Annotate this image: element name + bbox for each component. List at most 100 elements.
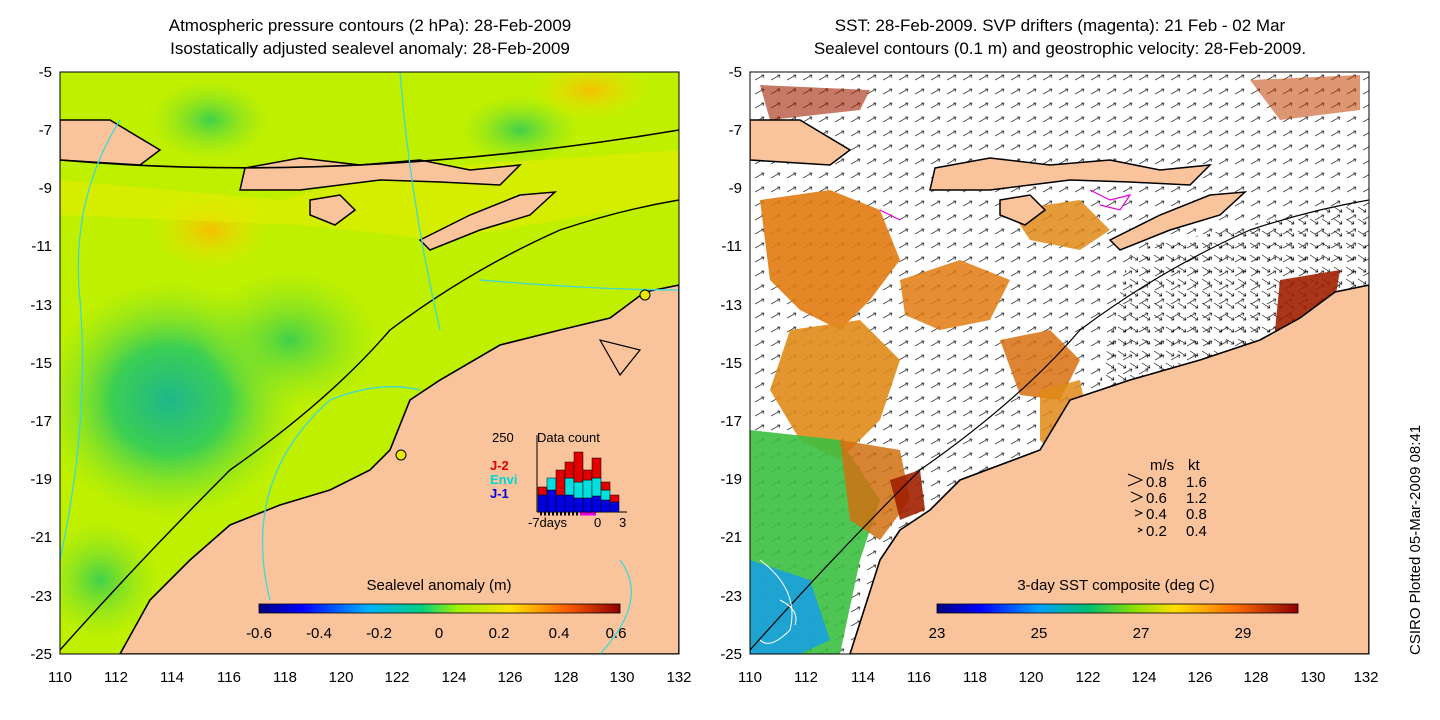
right-title-line1: SST: 28-Feb-2009. SVP drifters (magenta)… [834, 16, 1286, 35]
right-y-tick: -7 [729, 122, 742, 139]
left-y-tick: -17 [30, 413, 52, 430]
sla-colorbar-tick: -0.2 [366, 625, 392, 642]
right-y-tick: -25 [720, 646, 742, 663]
left-y-tick: -15 [30, 355, 52, 372]
right-y-tick: -21 [720, 529, 742, 546]
data-count-xtick: 0 [594, 515, 601, 530]
left-x-tick: 132 [666, 669, 691, 686]
left-title: Atmospheric pressure contours (2 hPa): 2… [60, 14, 680, 60]
left-y-tick: -11 [31, 238, 52, 255]
credit-text: CSIRO Plotted 05-Mar-2009 08:41 [1407, 425, 1424, 655]
sst-warm-patch-7 [840, 440, 910, 540]
sealevel-contours [759, 559, 797, 644]
bar [555, 494, 566, 513]
velocity-legend-ms: 0.2 [1146, 523, 1167, 540]
data-count-xtick: -7days [528, 515, 568, 530]
sla-high-patch-2 [530, 72, 650, 120]
legend-j1: J-1 [490, 486, 509, 501]
timor-island-right [1108, 191, 1248, 251]
sst-colorbar-tick: 29 [1235, 625, 1252, 642]
shelf-break-contour-right [750, 199, 1369, 651]
legend-j2: J-2 [490, 458, 509, 473]
left-x-tick: 112 [104, 669, 128, 686]
java-island-right [750, 119, 852, 166]
sla-colorbar-tick: -0.6 [246, 625, 272, 642]
legend-envi: Envi [490, 472, 517, 487]
sst-colorbar-tick: 27 [1133, 625, 1150, 642]
left-y-tick: -13 [30, 297, 52, 314]
bar [537, 494, 548, 513]
sla-colorbar-tick: 0 [435, 625, 443, 642]
velocity-arrow-icon [1127, 473, 1144, 487]
right-y-tick: -9 [729, 180, 742, 197]
left-map-frame [59, 71, 680, 655]
right-y-tick: -11 [721, 238, 742, 255]
right-y-tick: -13 [720, 297, 742, 314]
bar [573, 497, 584, 513]
tide-gauge-marker [395, 449, 407, 461]
sst-colorbar-tick: 25 [1031, 625, 1048, 642]
sla-map [60, 72, 679, 654]
data-count-max: 250 [492, 430, 514, 445]
sst-warm-patch-2 [770, 320, 900, 460]
left-x-tick: 110 [48, 669, 72, 686]
sst-colorbar-gradient [936, 603, 1299, 614]
left-x-tick: 124 [441, 669, 466, 686]
right-title-line2: Sealevel contours (0.1 m) and geostrophi… [813, 39, 1307, 58]
left-y-tick: -21 [30, 529, 52, 546]
right-y-tick: -19 [720, 471, 742, 488]
bar [564, 494, 575, 513]
sla-low-eddy-3 [60, 520, 160, 640]
bar [600, 499, 611, 513]
right-x-tick: 116 [907, 669, 931, 686]
australia-landmass-right [849, 284, 1369, 654]
sst-warm-patch-3 [900, 260, 1010, 330]
right-y-tick: -15 [720, 355, 742, 372]
bar [573, 451, 584, 483]
sumba-island-right [999, 194, 1047, 226]
right-y-tick: -5 [729, 64, 742, 81]
australia-landmass [119, 284, 679, 654]
sst-warm-patch-4 [1000, 330, 1080, 400]
sst-colorbar: 3-day SST composite (deg C) 23 25 27 29 [929, 577, 1299, 642]
bar [582, 479, 593, 499]
bar [546, 477, 557, 491]
left-y-tick: -9 [39, 180, 52, 197]
tide-gauge-marker-2 [639, 289, 651, 301]
left-y-tick: -25 [30, 646, 52, 663]
left-title-line1: Atmospheric pressure contours (2 hPa): 2… [168, 16, 572, 35]
right-x-tick: 110 [738, 669, 762, 686]
bar [582, 469, 593, 481]
sst-hot-patch-4 [1250, 75, 1360, 120]
sla-colorbar-title: Sealevel anomaly (m) [366, 577, 511, 594]
sla-colorbar-tick: -0.4 [306, 625, 332, 642]
left-title-line2: Isostatically adjusted sealevel anomaly:… [170, 39, 570, 58]
left-x-tick: 120 [328, 669, 353, 686]
left-x-tick: 118 [273, 669, 297, 686]
shelf-edge-contour [60, 129, 679, 169]
left-y-tick: -5 [39, 64, 52, 81]
bar [564, 477, 575, 496]
bar [537, 486, 548, 496]
right-x-axis: 110 112 114 116 118 120 122 124 126 128 … [738, 669, 1378, 686]
velocity-legend-ms: 0.8 [1146, 474, 1167, 491]
bar [591, 495, 602, 513]
right-x-tick: 126 [1187, 669, 1212, 686]
svp-drifter-tracks [879, 189, 1132, 221]
bar [546, 489, 557, 513]
sla-colorbar-tick: 0.2 [489, 625, 510, 642]
velocity-legend-kt: 0.4 [1186, 523, 1207, 540]
left-x-tick: 114 [160, 669, 184, 686]
velocity-legend-kt: 1.2 [1186, 490, 1207, 507]
pressure-contours [60, 72, 679, 654]
timor-island [418, 191, 558, 251]
bar [609, 501, 620, 513]
velocity-arrow-icon [1134, 509, 1144, 517]
right-x-tick: 122 [1075, 669, 1100, 686]
bar [600, 489, 611, 501]
right-x-tick: 120 [1018, 669, 1043, 686]
right-x-tick: 130 [1300, 669, 1325, 686]
data-count-xtick: 3 [619, 515, 626, 530]
bar [555, 469, 566, 496]
velocity-legend-kt-header: kt [1188, 457, 1201, 474]
